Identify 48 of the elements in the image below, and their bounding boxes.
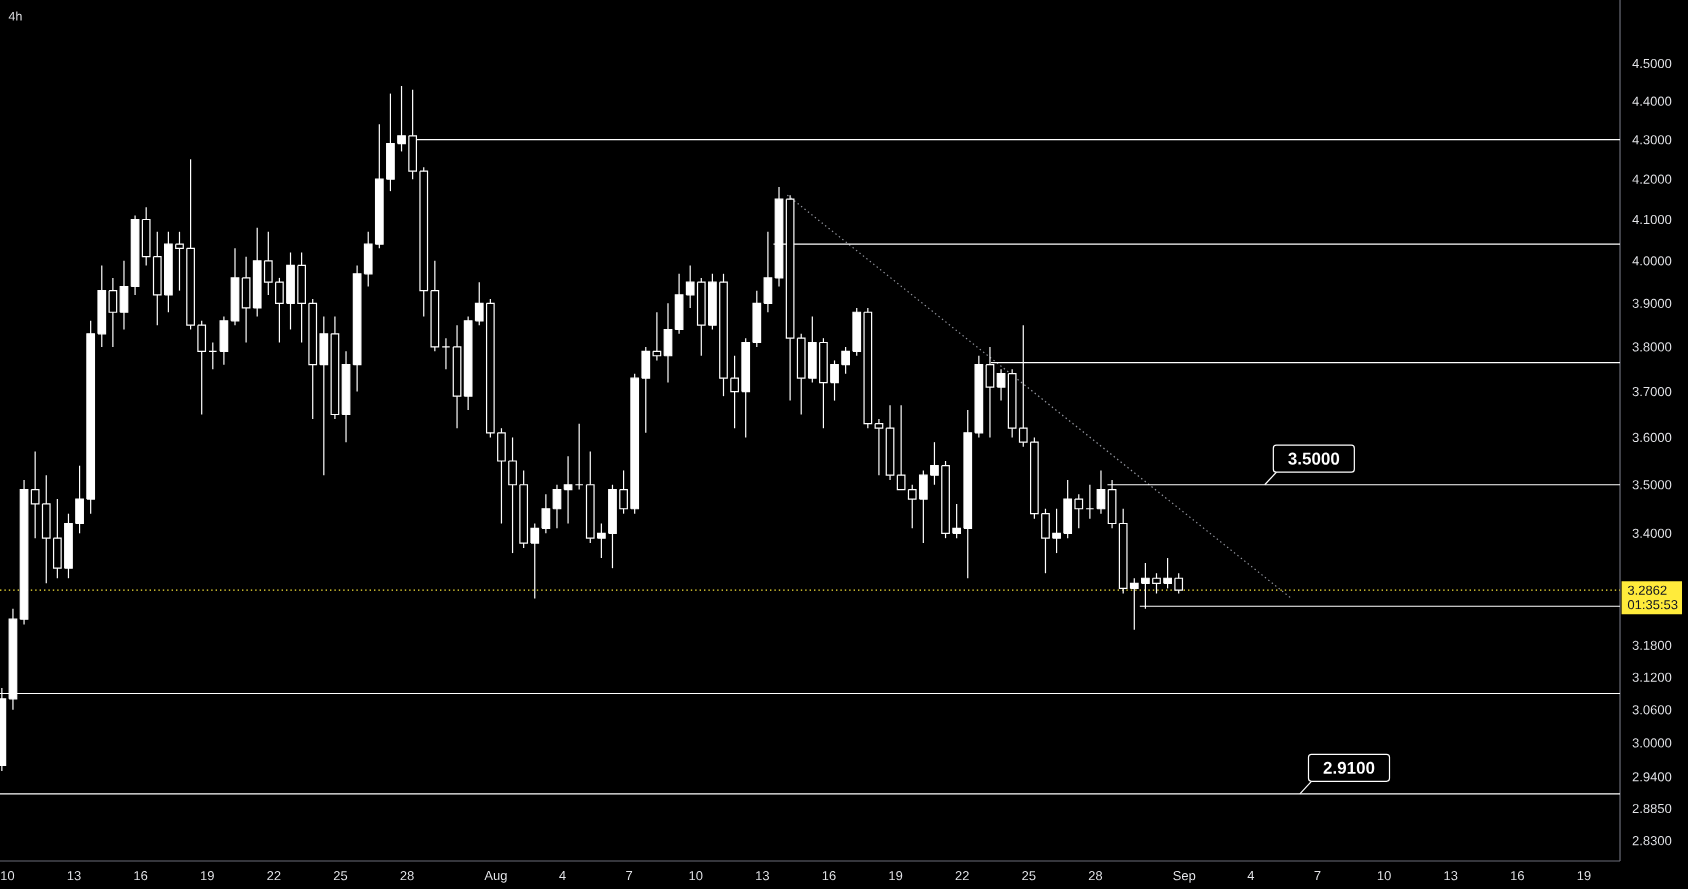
y-tick-label: 4.0000 — [1632, 256, 1672, 266]
ref-line-label: 3.2862 — [1627, 585, 1667, 595]
y-tick-label: 4.5000 — [1632, 58, 1672, 69]
y-tick-label: 3.1800 — [1632, 640, 1672, 650]
y-tick-label: 3.9000 — [1632, 298, 1672, 308]
x-tick-label: 13 — [756, 871, 770, 881]
x-tick-label: 7 — [626, 871, 633, 880]
y-tick-label: 3.0600 — [1632, 705, 1672, 715]
annotation: 3.5000 — [1288, 452, 1340, 465]
x-tick-label: 22 — [955, 871, 969, 881]
x-tick-label: 4 — [559, 871, 566, 880]
y-tick-label: 3.7000 — [1632, 386, 1672, 397]
y-tick-label: 4.2000 — [1632, 174, 1672, 184]
y-tick-label: 2.8850 — [1632, 803, 1672, 814]
y-tick-label: 3.5000 — [1632, 480, 1672, 490]
text: 01:35:53 — [1627, 600, 1678, 610]
y-tick-label: 4.4000 — [1632, 96, 1672, 106]
x-tick-label: 10 — [1377, 871, 1391, 881]
y-tick-label: 2.9400 — [1632, 772, 1672, 782]
x-tick-label: 22 — [267, 871, 281, 881]
x-tick-label: 25 — [1022, 871, 1036, 881]
x-tick-label: 10 — [1, 871, 15, 881]
y-tick-label: 4.3000 — [1632, 135, 1672, 145]
x-tick-label: 16 — [1511, 871, 1524, 881]
y-tick-label: 3.0000 — [1632, 738, 1672, 748]
x-tick-label: 19 — [1577, 871, 1591, 881]
y-tick-label: 3.8000 — [1632, 342, 1672, 352]
x-tick-label: 19 — [889, 871, 903, 881]
y-tick-label: 3.4000 — [1632, 528, 1672, 538]
text: 4h — [8, 11, 22, 21]
x-tick-label: 13 — [1444, 871, 1458, 881]
x-tick-label: Sep — [1173, 871, 1196, 883]
x-tick-label: 4 — [1247, 871, 1255, 880]
y-tick-label: 3.6000 — [1632, 432, 1672, 443]
x-tick-label: 28 — [1088, 871, 1103, 881]
x-tick-label: 25 — [333, 871, 348, 881]
x-tick-label: Aug — [484, 871, 507, 883]
x-tick-label: 28 — [400, 871, 414, 881]
y-tick-label: 3.1200 — [1632, 672, 1672, 682]
x-tick-label: 13 — [67, 871, 81, 881]
x-tick-label: 10 — [689, 871, 703, 881]
y-tick-label: 4.1000 — [1632, 214, 1672, 225]
annotation: 2.9100 — [1323, 761, 1375, 774]
x-tick-label: 19 — [201, 871, 214, 881]
x-tick-label: 7 — [1314, 871, 1321, 880]
x-tick-label: 16 — [134, 871, 148, 881]
x-tick-label: 16 — [822, 871, 836, 881]
y-tick-label: 2.8300 — [1632, 836, 1672, 846]
